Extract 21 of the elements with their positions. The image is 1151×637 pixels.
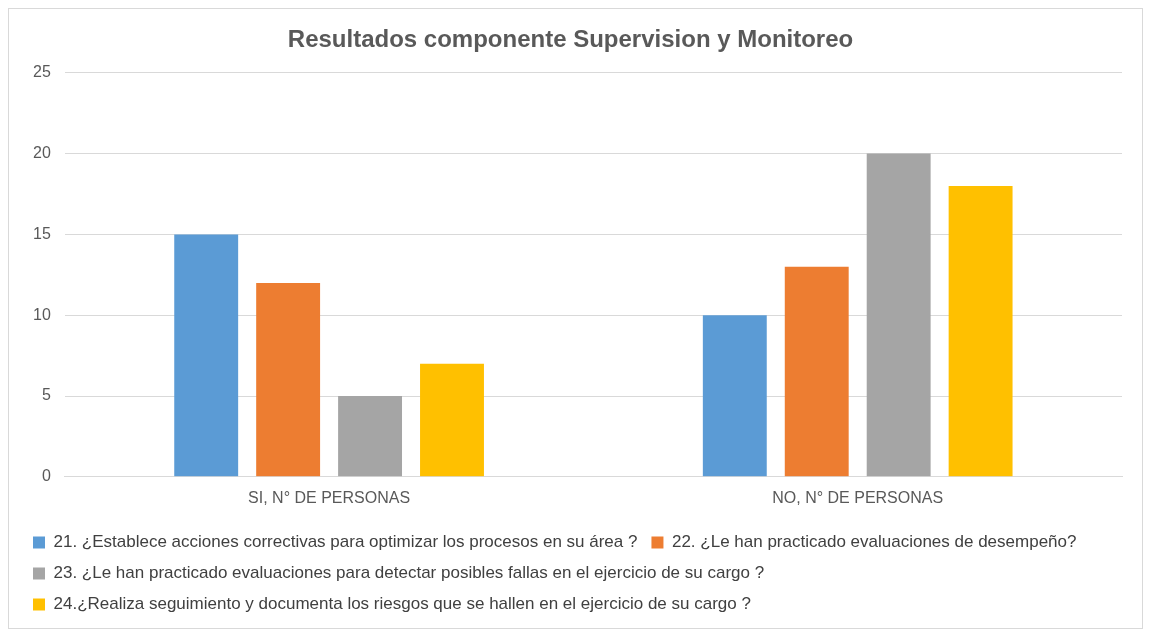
legend-label: 22. ¿Le han practicado evaluaciones de desempeño? [671,532,1077,552]
y-tick-label: 25 [33,63,51,81]
x-tick-label: SI, N° DE PERSONAS [248,488,411,506]
bar [866,153,931,477]
y-tick-label: 5 [41,386,51,404]
chart-title: Resultados componente Supervision y Monitoreo [287,25,854,53]
legend-label: 23. ¿Le han practicado evaluaciones para detectar posibles fallas en el ejercicio de su cargo ? [53,563,765,583]
legend-label: 21. ¿Establece acciones correctivas para optimizar los procesos en su área ? [53,532,638,552]
bar [702,315,767,477]
bar [420,363,484,477]
y-tick-label: 15 [33,224,51,242]
y-tick-label: 10 [33,305,51,323]
bar [338,396,403,477]
y-tick-label: 20 [33,144,51,162]
x-tick-label: NO, N° DE PERSONAS [772,488,944,506]
y-tick-label: 0 [41,467,51,485]
legend-label: 24.¿Realiza seguimiento y documenta los riesgos que se hallen en el ejercicio de su cargo ? [53,594,751,614]
bar [174,234,239,477]
bar [948,185,1013,477]
bar [784,266,849,477]
bar [256,282,321,477]
